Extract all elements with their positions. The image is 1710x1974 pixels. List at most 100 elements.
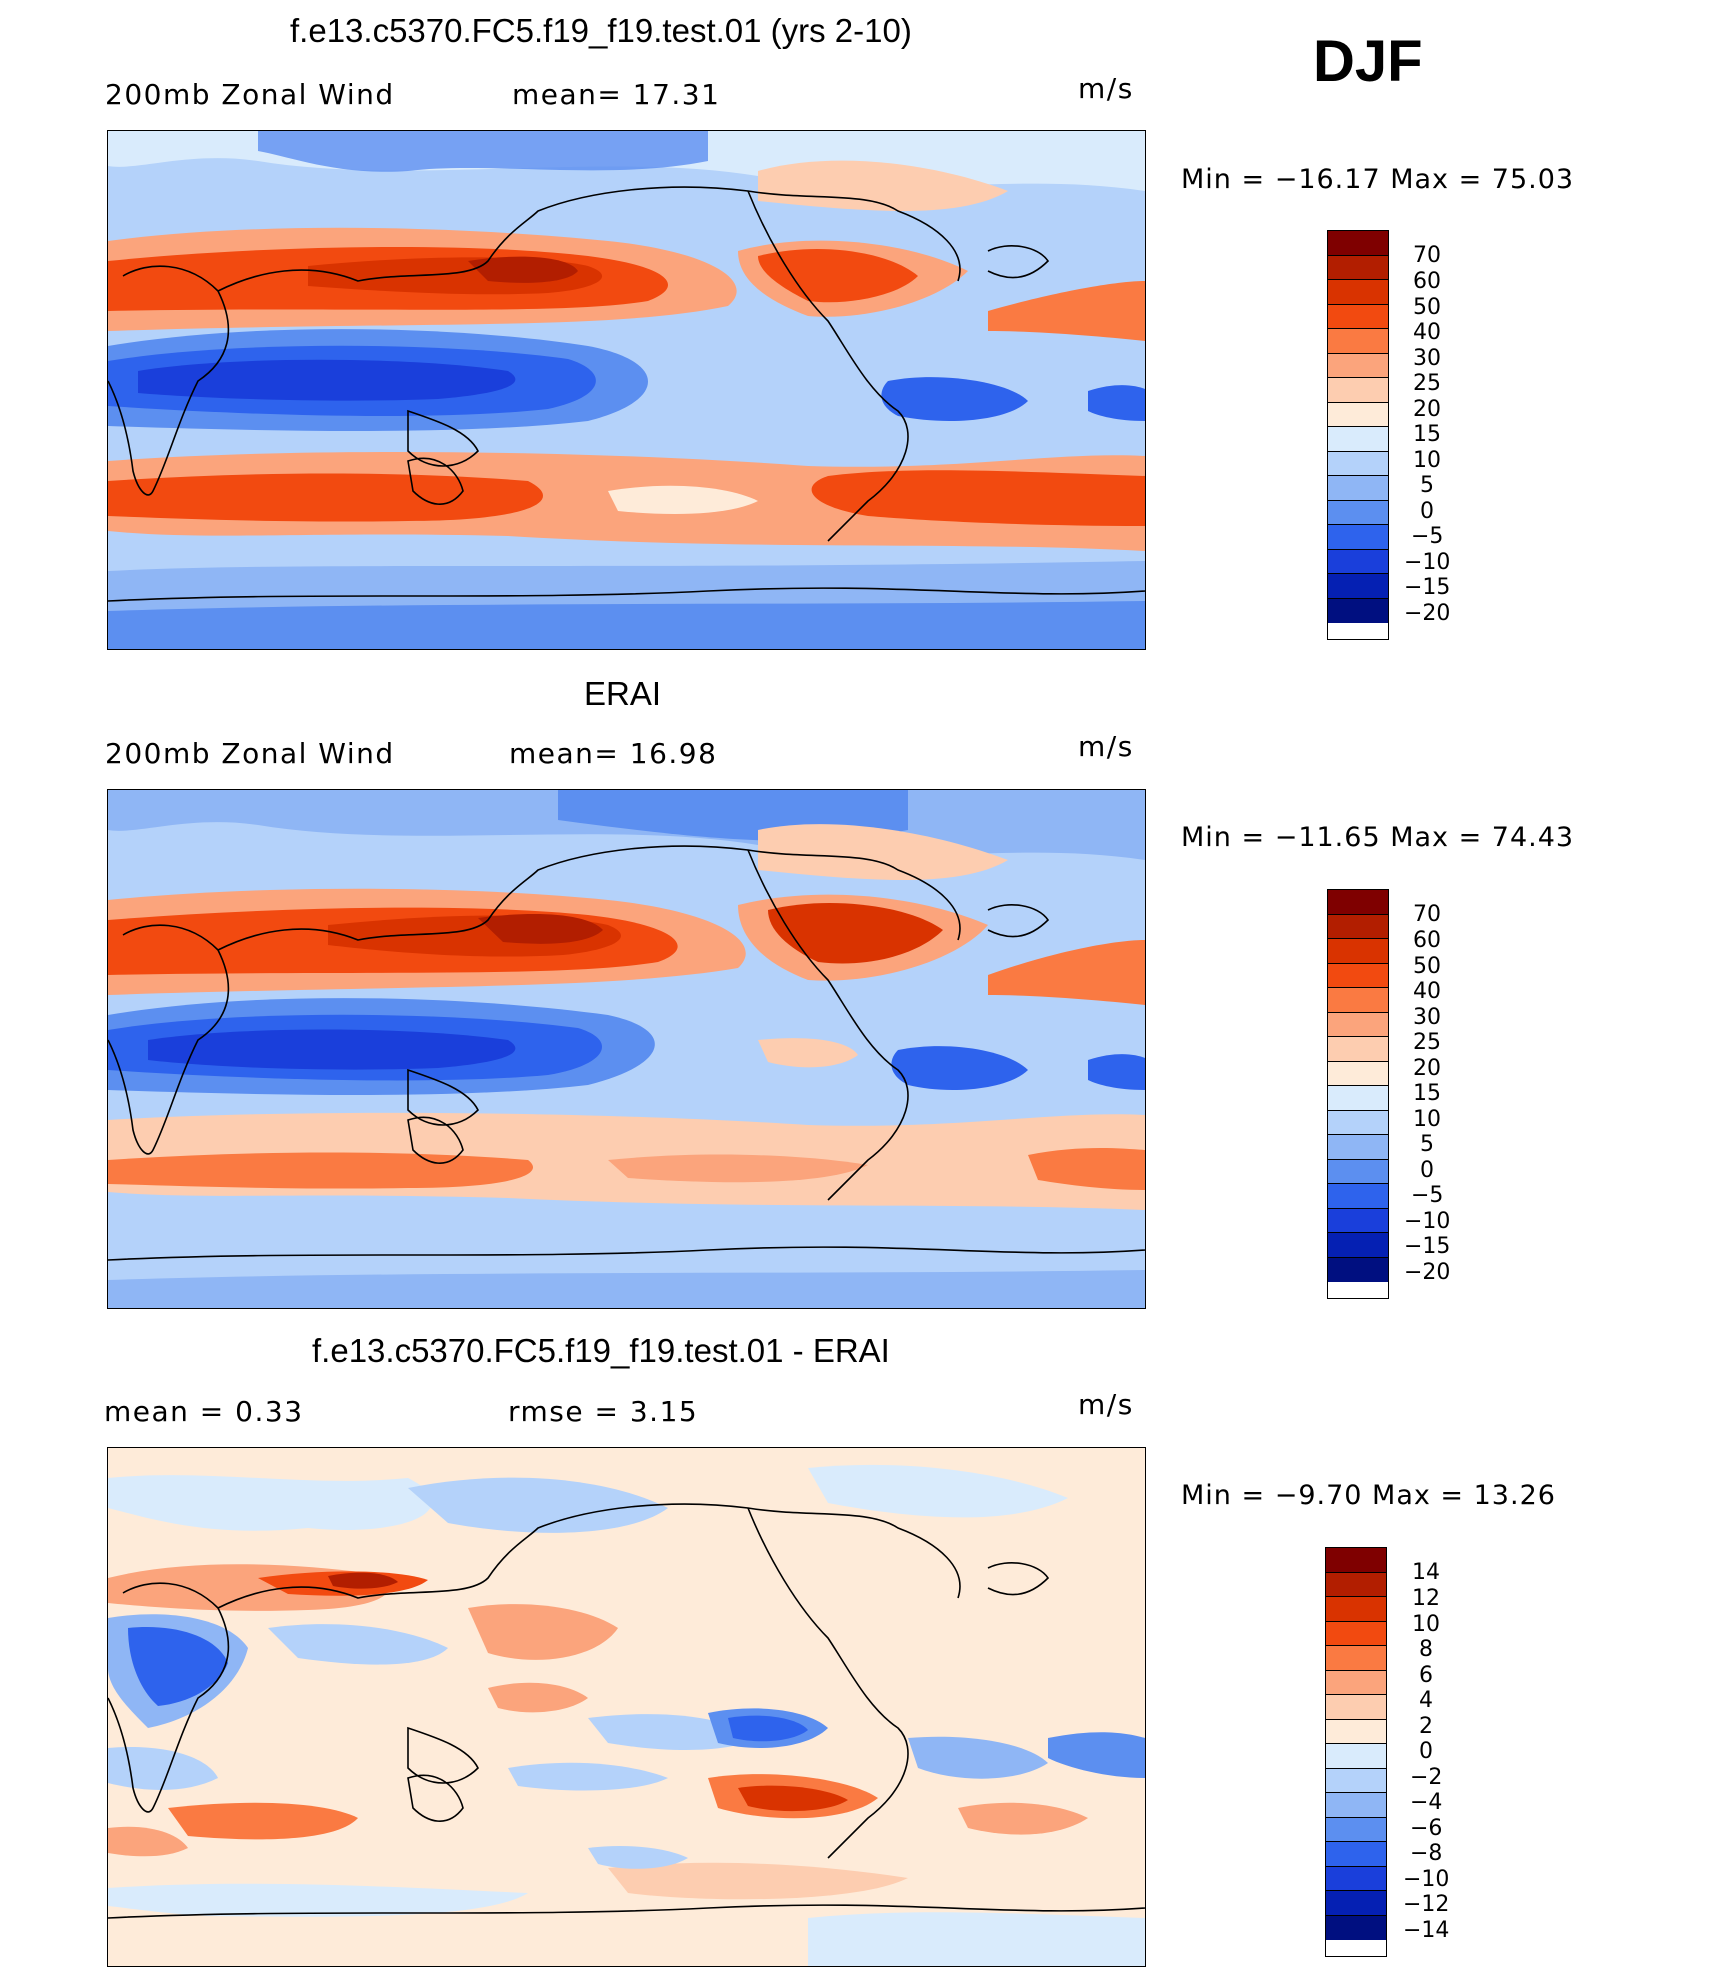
colorbar-box [1326, 1719, 1386, 1744]
colorbar-tick: 0 [1420, 499, 1434, 524]
panel3-rmse-label: rmse = 3.15 [508, 1395, 699, 1428]
panel2-mean-label: mean= 16.98 [509, 737, 718, 770]
colorbar-box [1328, 500, 1388, 525]
colorbar-tick: 10 [1413, 448, 1441, 473]
colorbar-tick: 40 [1413, 320, 1441, 345]
colorbar-tick: 4 [1419, 1688, 1433, 1713]
colorbar-tick: 15 [1413, 1081, 1441, 1106]
colorbar-box [1326, 1670, 1386, 1695]
colorbar-tick: −6 [1410, 1816, 1443, 1841]
colorbar-box [1328, 574, 1388, 599]
colorbar-tick: −2 [1410, 1765, 1443, 1790]
colorbar-box [1328, 1061, 1388, 1086]
panel1-mean-label: mean= 17.31 [512, 78, 721, 111]
colorbar-tick: 0 [1419, 1739, 1433, 1764]
colorbar-tick: 5 [1420, 1132, 1434, 1157]
colorbar-box [1328, 914, 1388, 939]
panel3-title: f.e13.c5370.FC5.f19_f19.test.01 - ERAI [312, 1332, 890, 1369]
colorbar-tick: 30 [1413, 346, 1441, 371]
colorbar-box [1326, 1768, 1386, 1793]
panel1-units-label: m/s [1078, 72, 1134, 105]
colorbar-tick: 15 [1413, 422, 1441, 447]
colorbar-tick: 10 [1413, 1107, 1441, 1132]
colorbar-tick: 2 [1419, 1714, 1433, 1739]
colorbar-box [1328, 890, 1388, 915]
colorbar-box [1328, 427, 1388, 452]
colorbar-box [1328, 963, 1388, 988]
colorbar-box [1326, 1915, 1386, 1940]
colorbar-box [1328, 1012, 1388, 1037]
colorbar-box [1328, 231, 1388, 256]
colorbar-box [1328, 353, 1388, 378]
colorbar-box [1328, 549, 1388, 574]
colorbar-tick: 5 [1420, 473, 1434, 498]
colorbar-tick: 12 [1412, 1586, 1440, 1611]
colorbar-box [1326, 1572, 1386, 1597]
colorbar-tick: −5 [1411, 524, 1444, 549]
colorbar-tick: 60 [1413, 269, 1441, 294]
colorbar-tick: 70 [1413, 902, 1441, 927]
colorbar-box [1326, 1548, 1386, 1573]
colorbar-box [1328, 280, 1388, 305]
colorbar-tick: 50 [1413, 954, 1441, 979]
colorbar-box [1328, 1110, 1388, 1135]
colorbar-tick: −14 [1403, 1918, 1450, 1943]
colorbar-box [1328, 329, 1388, 354]
colorbar-box [1328, 1159, 1388, 1184]
colorbar-box [1328, 988, 1388, 1013]
colorbar-box [1328, 1233, 1388, 1258]
colorbar-box [1326, 1621, 1386, 1646]
panel2-min-max: Min = −11.65 Max = 74.43 [1181, 822, 1575, 853]
panel3-map [107, 1447, 1146, 1967]
panel3-units-label: m/s [1078, 1388, 1134, 1421]
panel1-map [107, 130, 1146, 650]
panel1-field-label: 200mb Zonal Wind [105, 78, 395, 111]
colorbar-box [1326, 1866, 1386, 1891]
colorbar-box [1326, 1891, 1386, 1916]
panel1-colorbar [1327, 230, 1389, 640]
colorbar-box [1328, 1037, 1388, 1062]
panel2-map [107, 789, 1146, 1309]
colorbar-box [1326, 1646, 1386, 1671]
panel1-title: f.e13.c5370.FC5.f19_f19.test.01 (yrs 2-1… [290, 12, 912, 49]
colorbar-tick: −15 [1404, 1234, 1451, 1259]
colorbar-box [1326, 1842, 1386, 1867]
colorbar-box [1328, 1135, 1388, 1160]
season-label: DJF [1313, 29, 1423, 94]
colorbar-box [1328, 1257, 1388, 1282]
colorbar-box [1326, 1695, 1386, 1720]
colorbar-box [1326, 1744, 1386, 1769]
colorbar-box [1328, 598, 1388, 623]
colorbar-tick: 20 [1413, 397, 1441, 422]
colorbar-tick: 60 [1413, 928, 1441, 953]
colorbar-tick: −20 [1404, 1260, 1451, 1285]
colorbar-box [1326, 1793, 1386, 1818]
colorbar-tick: 30 [1413, 1005, 1441, 1030]
colorbar-box [1326, 1597, 1386, 1622]
colorbar-tick: −10 [1403, 1867, 1450, 1892]
panel2-units-label: m/s [1078, 730, 1134, 763]
colorbar-box [1328, 476, 1388, 501]
colorbar-tick: 8 [1419, 1637, 1433, 1662]
colorbar-tick: −20 [1404, 601, 1451, 626]
colorbar-tick: −12 [1403, 1892, 1450, 1917]
colorbar-box [1328, 525, 1388, 550]
colorbar-tick: −15 [1404, 575, 1451, 600]
colorbar-tick: −5 [1411, 1183, 1444, 1208]
colorbar-tick: 14 [1412, 1560, 1440, 1585]
panel2-title: ERAI [584, 675, 662, 712]
colorbar-tick: 40 [1413, 979, 1441, 1004]
colorbar-tick: 50 [1413, 295, 1441, 320]
colorbar-box [1328, 378, 1388, 403]
colorbar-box [1328, 402, 1388, 427]
panel2-field-label: 200mb Zonal Wind [105, 737, 395, 770]
panel3-colorbar [1325, 1547, 1387, 1957]
colorbar-tick: 10 [1412, 1612, 1440, 1637]
colorbar-box [1328, 939, 1388, 964]
colorbar-box [1328, 255, 1388, 280]
panel2-colorbar [1327, 889, 1389, 1299]
colorbar-tick: 25 [1413, 1030, 1441, 1055]
colorbar-tick: 0 [1420, 1158, 1434, 1183]
panel3-mean-label: mean = 0.33 [104, 1395, 304, 1428]
colorbar-tick: −10 [1404, 550, 1451, 575]
